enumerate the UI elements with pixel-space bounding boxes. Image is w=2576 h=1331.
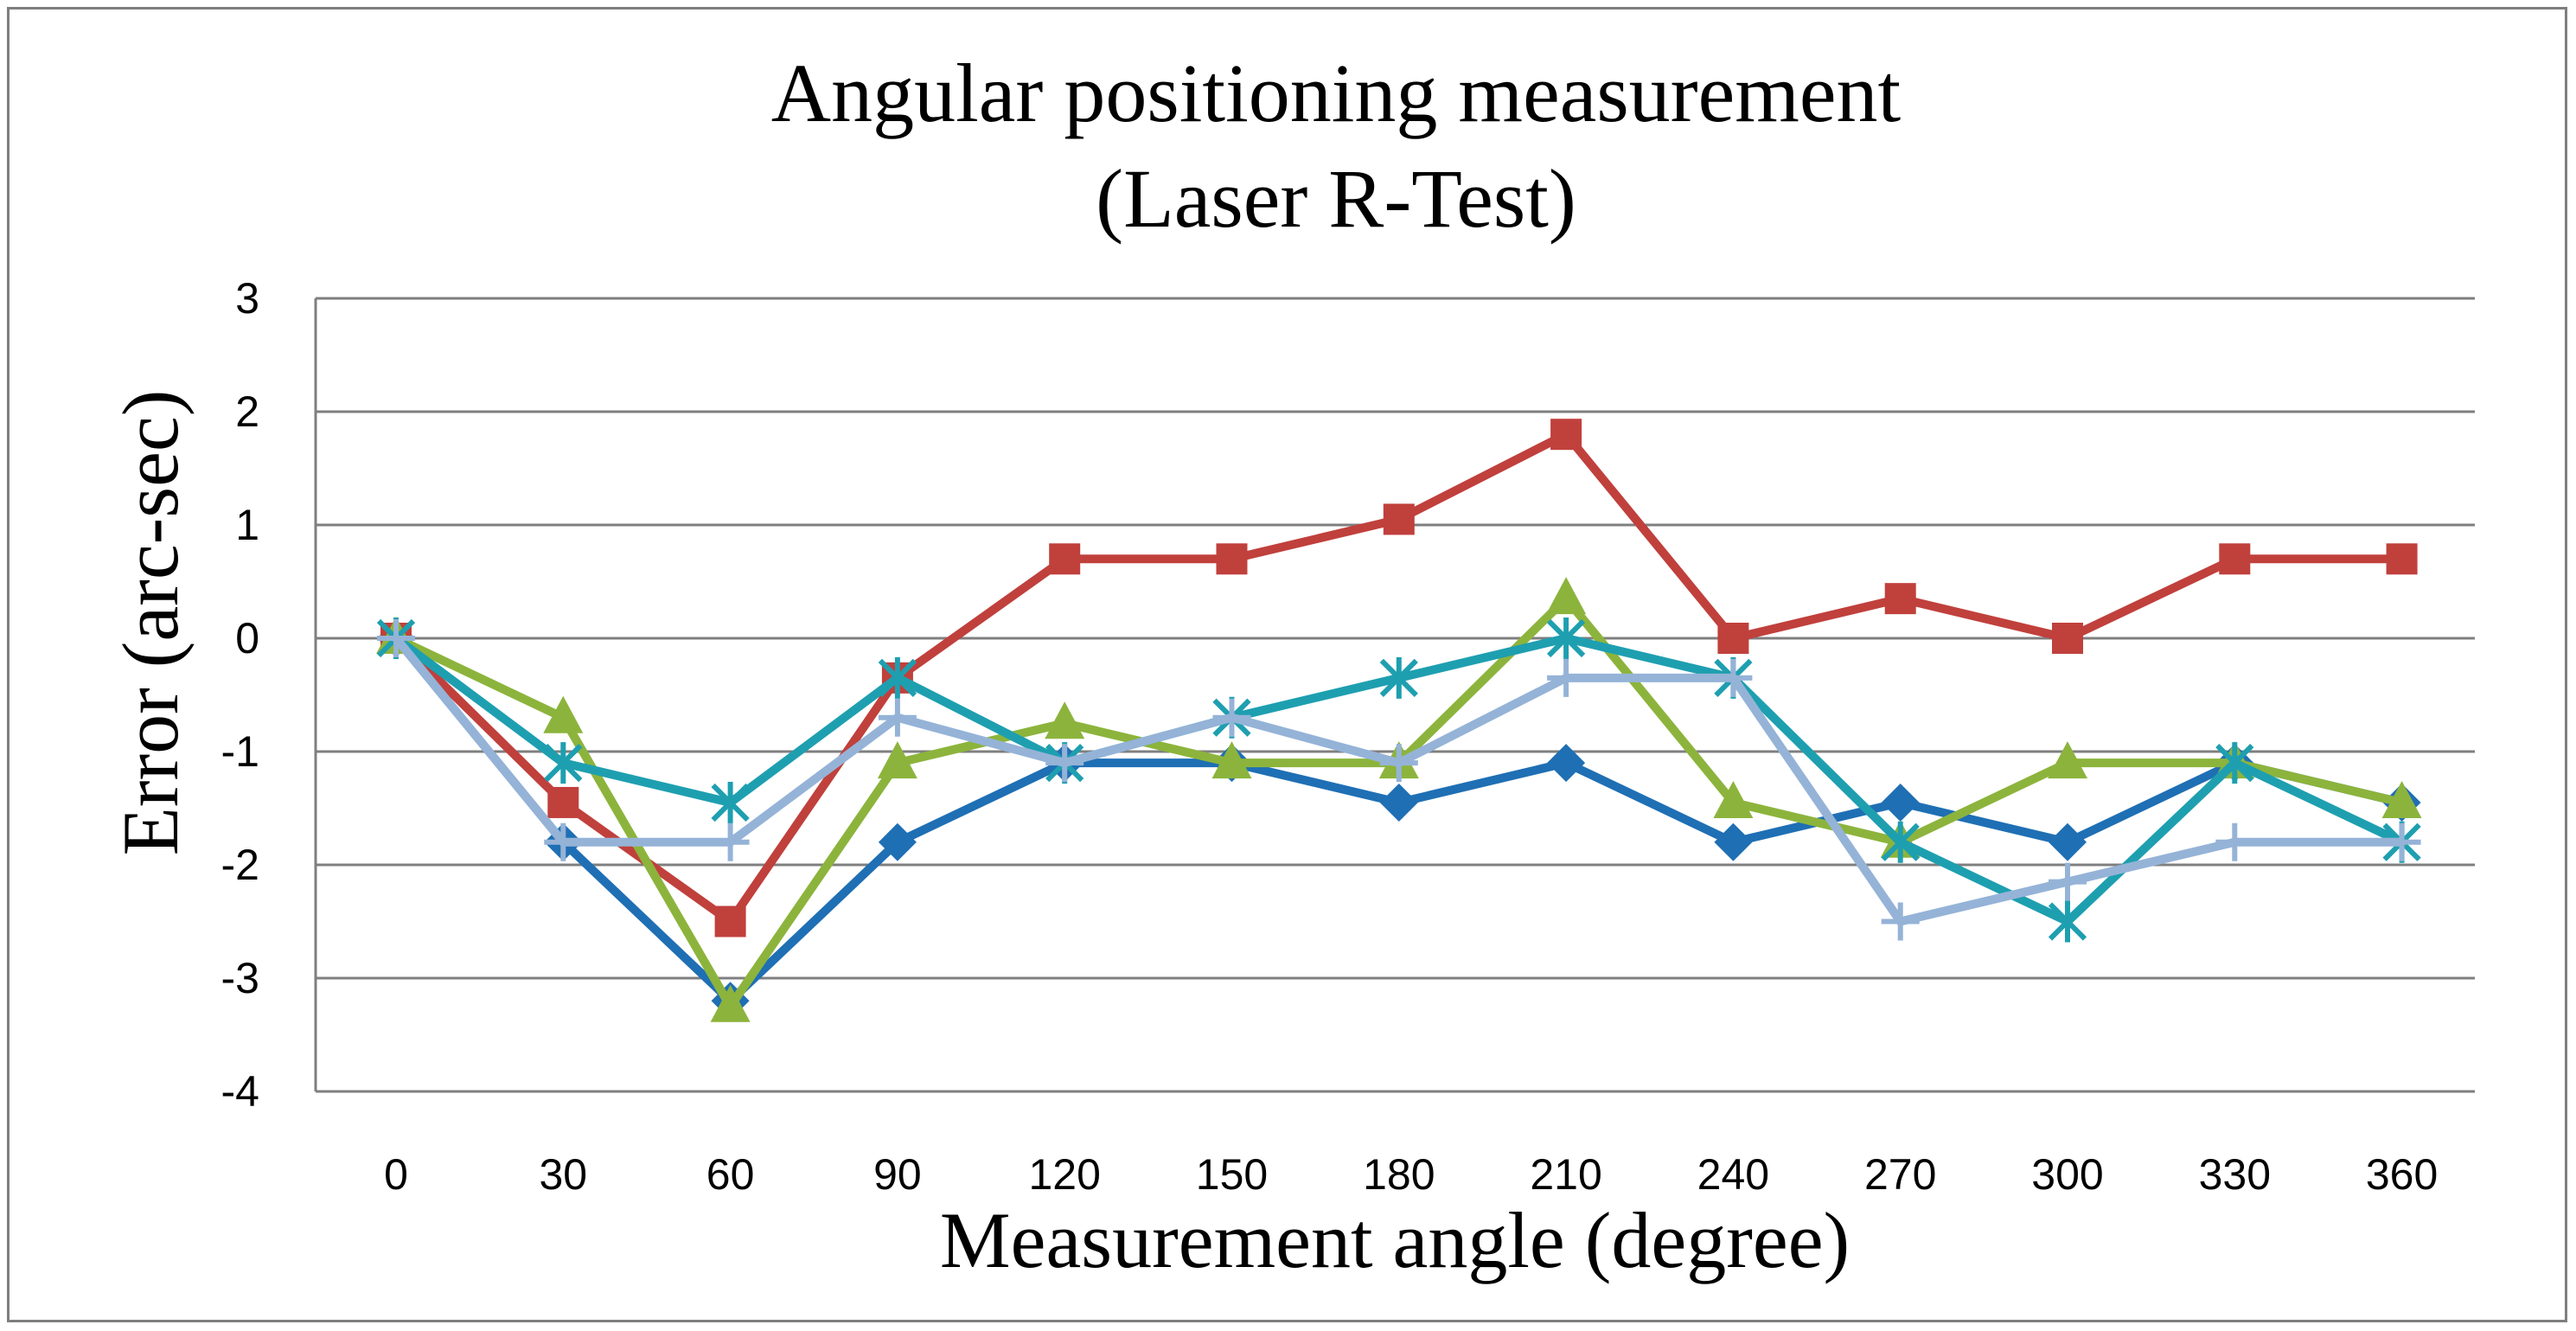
data-point <box>1045 701 1085 739</box>
x-tick-label: 120 <box>1028 1150 1100 1199</box>
data-point <box>1881 821 1920 863</box>
data-point <box>1881 902 1920 941</box>
data-point <box>1713 780 1754 818</box>
data-point <box>877 741 917 779</box>
data-point <box>2382 822 2421 861</box>
y-tick-label: -1 <box>221 727 259 776</box>
data-point <box>544 742 583 784</box>
data-point <box>1049 543 1081 575</box>
data-point <box>2052 623 2083 654</box>
data-point <box>1547 658 1586 697</box>
x-tick-label: 30 <box>539 1150 587 1199</box>
data-point <box>1383 503 1415 535</box>
data-point <box>1717 623 1749 654</box>
y-tick-label: 2 <box>235 387 259 436</box>
y-tick-label: -4 <box>221 1067 259 1116</box>
x-tick-label: 60 <box>706 1150 755 1199</box>
data-point <box>2386 543 2418 575</box>
data-point <box>2049 822 2087 861</box>
data-point <box>878 656 917 699</box>
x-tick-label: 330 <box>2199 1150 2271 1199</box>
x-axis-title: Measurement angle (degree) <box>940 1196 1850 1284</box>
data-point <box>1216 543 1248 575</box>
y-tick-label: -2 <box>221 841 259 889</box>
chart-title: Angular positioning measurement <box>771 47 1902 139</box>
y-tick-label: 1 <box>235 501 259 549</box>
x-tick-label: 180 <box>1363 1150 1435 1199</box>
data-point <box>2048 900 2087 943</box>
data-point <box>2048 741 2087 779</box>
data-point <box>2381 780 2422 818</box>
y-axis-ticks: 3 2 1 0 -1 -2 -3 -4 <box>221 274 259 1116</box>
data-point <box>1379 744 1418 783</box>
data-point <box>544 822 583 861</box>
data-point <box>1379 656 1418 699</box>
x-tick-label: 240 <box>1697 1150 1769 1199</box>
data-point <box>543 695 584 733</box>
data-point <box>1714 658 1753 697</box>
data-point <box>2215 742 2254 784</box>
data-point <box>1546 577 1587 615</box>
data-point <box>2215 822 2254 861</box>
data-point <box>1884 583 1916 615</box>
data-point <box>1211 741 1252 779</box>
data-point <box>1045 744 1084 783</box>
x-tick-label: 210 <box>1530 1150 1601 1199</box>
data-point <box>1547 744 1586 783</box>
series-layer <box>376 419 2422 1022</box>
data-point <box>377 619 415 657</box>
data-point <box>1550 419 1582 451</box>
data-point <box>878 822 917 861</box>
data-point <box>547 786 579 818</box>
x-axis-ticks: 0 30 60 90 120 150 180 210 240 270 300 330 360 <box>384 1150 2438 1199</box>
y-tick-label: -3 <box>221 954 259 1002</box>
gridlines <box>314 297 2475 1093</box>
data-point <box>2049 862 2087 901</box>
x-tick-label: 90 <box>873 1150 922 1199</box>
x-tick-label: 150 <box>1196 1150 1268 1199</box>
data-point <box>710 984 751 1022</box>
data-point <box>714 905 746 937</box>
data-point <box>711 781 750 823</box>
series-plus <box>377 619 2421 941</box>
y-axis-title: Error (arc-sec) <box>106 390 195 856</box>
x-tick-label: 270 <box>1864 1150 1936 1199</box>
y-tick-label: 0 <box>235 614 259 662</box>
data-point <box>2219 543 2251 575</box>
data-point <box>711 822 750 861</box>
chart-subtitle: (Laser R-Test) <box>1096 152 1576 245</box>
data-point <box>878 698 917 737</box>
x-tick-label: 300 <box>2031 1150 2103 1199</box>
y-tick-label: 3 <box>235 274 259 323</box>
data-point <box>1714 822 1753 861</box>
data-point <box>1379 783 1418 822</box>
series-star <box>376 618 2421 943</box>
data-point <box>1546 618 1586 659</box>
x-tick-label: 0 <box>384 1150 408 1199</box>
data-point <box>1881 783 1920 822</box>
x-tick-label: 360 <box>2366 1150 2438 1199</box>
data-point <box>1212 698 1251 737</box>
